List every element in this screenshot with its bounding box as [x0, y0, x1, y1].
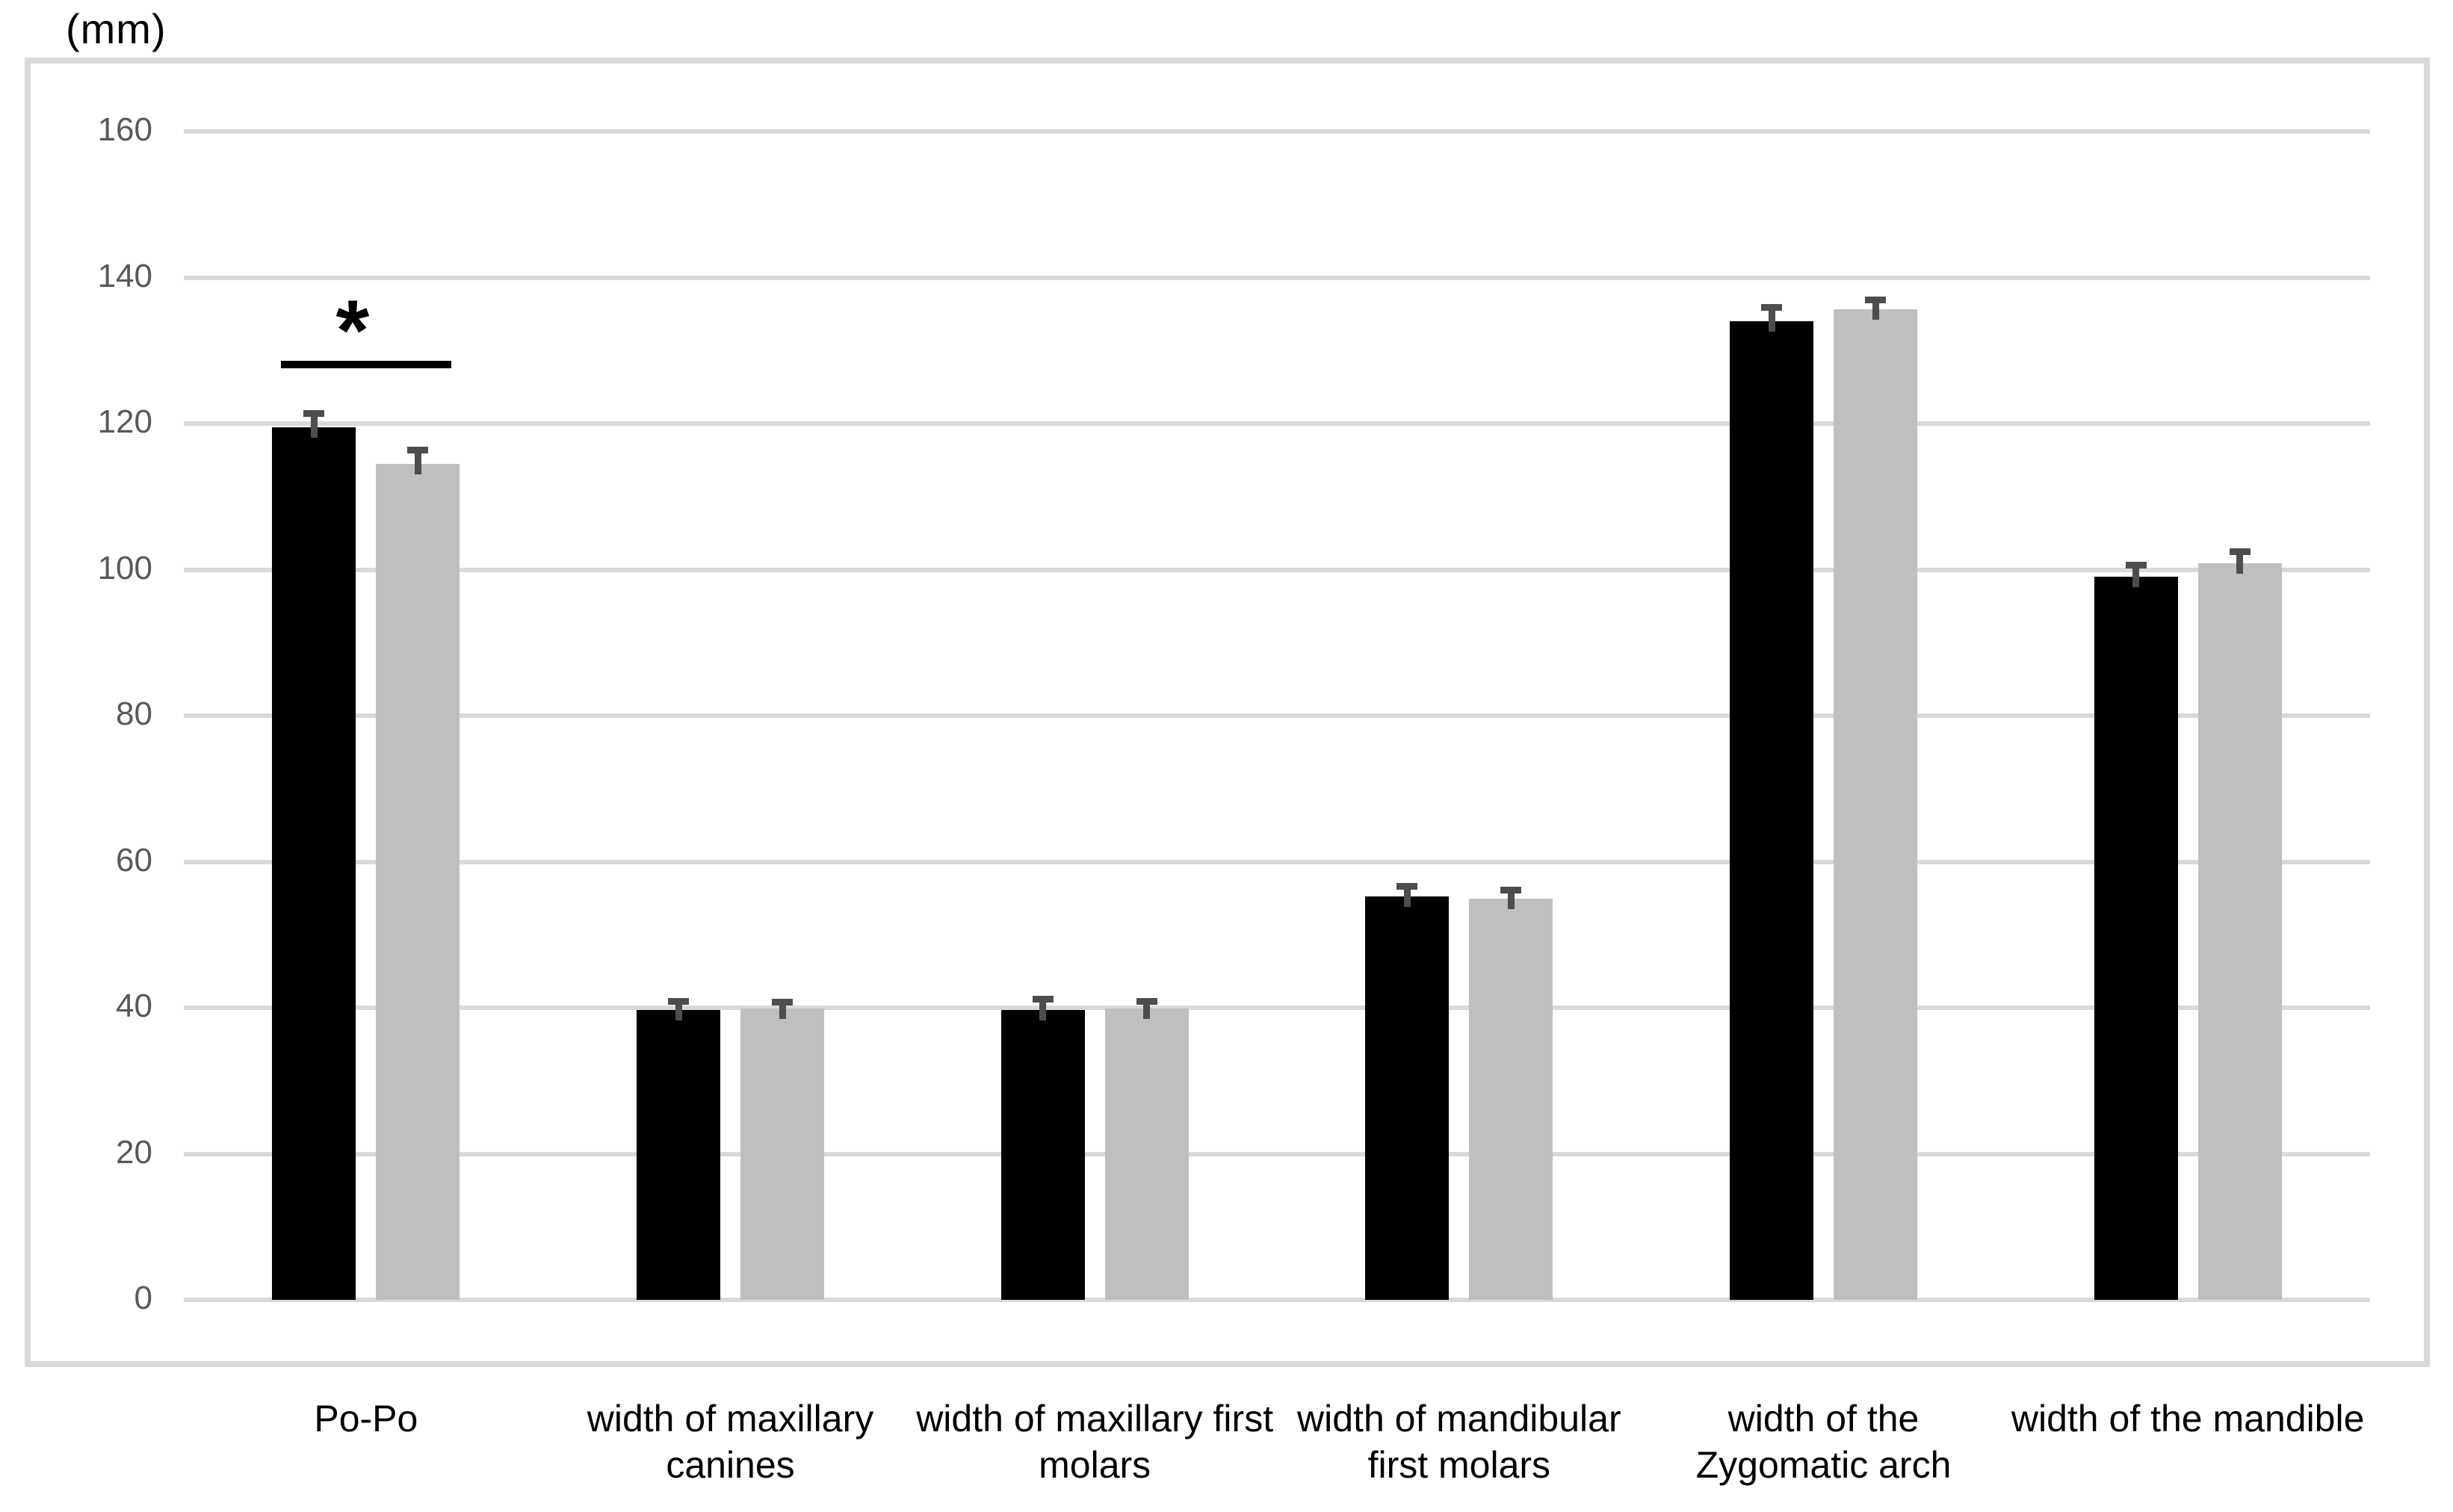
y-axis-unit-label: (mm) — [66, 5, 167, 52]
y-tick-label-140: 140 — [97, 257, 152, 294]
error-bar-cap-gray-0 — [407, 447, 429, 454]
error-bar-stem-gray-1 — [779, 1006, 786, 1019]
error-bar-stem-black-1 — [675, 1005, 682, 1020]
error-bar-stem-gray-3 — [1507, 893, 1515, 910]
error-bar-stem-gray-5 — [2236, 554, 2244, 574]
error-bar-cap-gray-4 — [1865, 296, 1886, 303]
bar-black-4 — [1730, 321, 1813, 1300]
error-bar-stem-gray-2 — [1143, 1005, 1151, 1019]
x-axis-label-5: width of the mandible — [2011, 1398, 2365, 1440]
bar-gray-1 — [740, 1008, 824, 1300]
error-bar-cap-gray-1 — [772, 999, 793, 1006]
bar-black-3 — [1365, 896, 1450, 1300]
gridline-40 — [184, 1006, 2370, 1010]
error-bar-cap-black-5 — [2125, 561, 2147, 568]
error-bar-cap-black-2 — [1032, 996, 1054, 1003]
gridline-100 — [184, 567, 2370, 572]
error-bar-cap-black-0 — [303, 410, 325, 418]
error-bar-stem-black-0 — [310, 417, 318, 438]
gridline-0 — [184, 1298, 2370, 1302]
error-bar-cap-gray-2 — [1136, 998, 1157, 1006]
gridline-120 — [184, 421, 2370, 426]
bar-gray-3 — [1469, 899, 1553, 1300]
error-bar-cap-black-4 — [1761, 304, 1782, 312]
bar-black-5 — [2094, 577, 2178, 1300]
bar-gray-4 — [1834, 309, 1917, 1300]
x-axis-label-0: Po-Po — [314, 1398, 418, 1440]
y-tick-label-120: 120 — [97, 403, 152, 440]
error-bar-cap-gray-5 — [2229, 548, 2251, 555]
error-bar-cap-black-1 — [668, 998, 689, 1006]
error-bar-stem-black-4 — [1768, 311, 1775, 332]
significance-bracket-line — [280, 361, 451, 368]
gridline-160 — [184, 129, 2370, 134]
x-axis-label-3: width of mandibular first molars — [1297, 1398, 1621, 1486]
error-bar-stem-black-3 — [1403, 889, 1411, 908]
error-bar-cap-black-3 — [1396, 882, 1418, 890]
bar-black-0 — [272, 427, 356, 1300]
x-axis-label-2: width of maxillary first molars — [916, 1398, 1274, 1486]
error-bar-cap-gray-3 — [1500, 886, 1522, 893]
significance-asterisk: * — [335, 283, 370, 379]
y-tick-label-80: 80 — [116, 695, 152, 732]
error-bar-stem-gray-0 — [414, 453, 421, 474]
y-tick-label-160: 160 — [97, 111, 152, 148]
gridline-60 — [184, 859, 2370, 864]
gridline-20 — [184, 1151, 2370, 1156]
y-tick-label-0: 0 — [134, 1280, 152, 1316]
y-tick-label-100: 100 — [97, 549, 152, 586]
error-bar-stem-black-5 — [2132, 568, 2140, 588]
y-tick-label-20: 20 — [116, 1133, 152, 1171]
bar-gray-0 — [376, 463, 460, 1300]
bar-black-1 — [637, 1009, 720, 1300]
gridline-80 — [184, 713, 2370, 718]
y-tick-label-60: 60 — [116, 841, 152, 879]
bar-black-2 — [1000, 1009, 1085, 1300]
gridline-140 — [184, 275, 2370, 280]
x-axis-label-1: width of maxillary canines — [587, 1398, 874, 1486]
y-tick-label-40: 40 — [116, 988, 152, 1024]
error-bar-stem-gray-4 — [1872, 303, 1879, 320]
bar-gray-2 — [1104, 1008, 1189, 1300]
bar-gray-5 — [2197, 563, 2282, 1300]
x-axis-label-4: width of the Zygomatic arch — [1695, 1398, 1952, 1486]
error-bar-stem-black-2 — [1039, 1003, 1047, 1020]
